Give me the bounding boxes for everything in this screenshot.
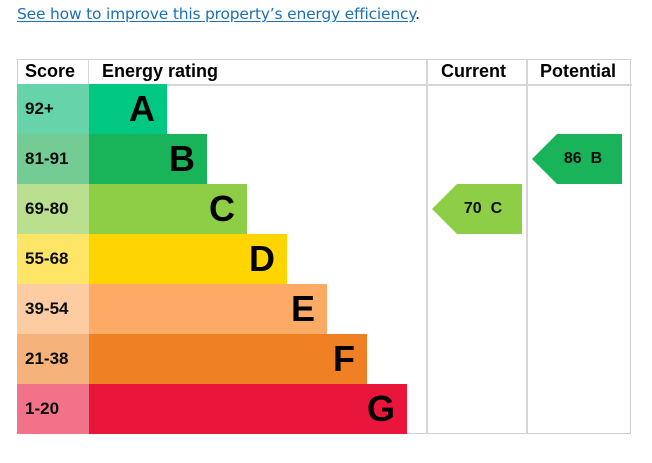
potential-rating-arrow: 86 B (532, 134, 622, 184)
header-divider (17, 84, 632, 86)
current-rating-label: 70 C (463, 200, 503, 217)
column-divider-current (426, 59, 428, 434)
band-score: 1-20 (17, 384, 89, 434)
band-bar: E (89, 284, 327, 334)
potential-rating-label: 86 B (563, 150, 603, 167)
band-letter: E (290, 288, 315, 329)
band-score: 81-91 (17, 134, 89, 184)
band-letter: D (249, 238, 275, 279)
band-bar: B (89, 134, 207, 184)
band-letter: B (169, 138, 195, 179)
band-letter: G (366, 388, 395, 429)
arrow-shape-icon (432, 184, 522, 234)
band-bar: C (89, 184, 247, 234)
header-energy-rating: Energy rating (102, 61, 219, 81)
arrow-shape-icon (532, 134, 622, 184)
band-bar: A (89, 84, 167, 134)
improve-efficiency-line: See how to improve this property’s energ… (17, 5, 420, 23)
band-bar: G (89, 384, 407, 434)
band-bar: F (89, 334, 367, 384)
current-rating-arrow: 70 C (432, 184, 522, 234)
band-score: 21-38 (17, 334, 89, 384)
header-score: Score (25, 61, 76, 81)
band-letter: F (333, 338, 355, 379)
band-letter: C (209, 188, 235, 229)
band-score: 55-68 (17, 234, 89, 284)
column-divider-score (88, 59, 89, 84)
header-current: Current (441, 61, 507, 81)
band-bar: D (89, 234, 287, 284)
header-potential: Potential (540, 61, 617, 81)
band-score: 92+ (17, 84, 89, 134)
band-letter: A (129, 88, 155, 129)
band-score: 39-54 (17, 284, 89, 334)
link-trailing-period: . (415, 5, 420, 23)
band-score: 69-80 (17, 184, 89, 234)
column-divider-potential (526, 59, 528, 434)
improve-efficiency-link[interactable]: See how to improve this property’s energ… (17, 5, 416, 23)
